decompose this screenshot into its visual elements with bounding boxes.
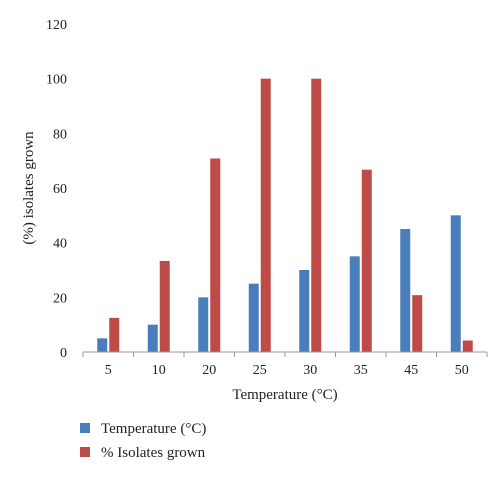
bar-temperature-5 [97,338,108,352]
x-tick-label: 45 [404,363,418,378]
bar-temperature-10 [147,324,158,352]
bar-isolates-30 [311,78,322,353]
bar-isolates-20 [210,158,221,352]
bar-temperature-45 [400,229,411,352]
legend-label-temperature: Temperature (°C) [101,421,206,437]
y-tick-label: 60 [53,182,67,197]
x-tick-label: 35 [354,363,368,378]
bar-temperature-50 [450,215,461,352]
y-tick-label: 80 [53,127,67,142]
legend-swatch-temperature [80,423,90,433]
legend-label-isolates: % Isolates grown [101,445,206,461]
bar-isolates-35 [361,169,372,352]
bar-isolates-50 [462,340,473,352]
bar-isolates-45 [412,295,423,352]
y-tick-label: 20 [53,291,67,306]
x-axis-title: Temperature (°C) [232,387,337,403]
x-tick-label: 5 [105,363,112,378]
y-tick-label: 100 [46,73,67,88]
bar-temperature-20 [198,297,209,352]
y-tick-label: 40 [53,237,67,252]
bars [97,78,473,353]
y-axis-title: (%) isolates grown [21,131,37,245]
x-tick-label: 25 [253,363,267,378]
bar-isolates-25 [260,78,271,353]
bar-temperature-35 [349,256,360,352]
x-axis-ticks: 5 10 20 25 30 35 45 50 [82,352,488,378]
x-tick-label: 20 [202,363,216,378]
bar-isolates-5 [109,317,120,352]
y-axis-ticks: 0 20 40 60 80 100 120 [46,18,67,361]
legend-swatch-isolates [80,447,90,457]
y-tick-label: 0 [60,346,67,361]
bar-temperature-25 [248,283,259,352]
x-tick-label: 10 [152,363,166,378]
legend: Temperature (°C) % Isolates grown [80,421,206,461]
bar-temperature-30 [299,270,310,352]
x-tick-label: 50 [455,363,469,378]
x-tick-label: 30 [303,363,317,378]
bar-isolates-10 [159,260,170,352]
y-tick-label: 120 [46,18,67,33]
